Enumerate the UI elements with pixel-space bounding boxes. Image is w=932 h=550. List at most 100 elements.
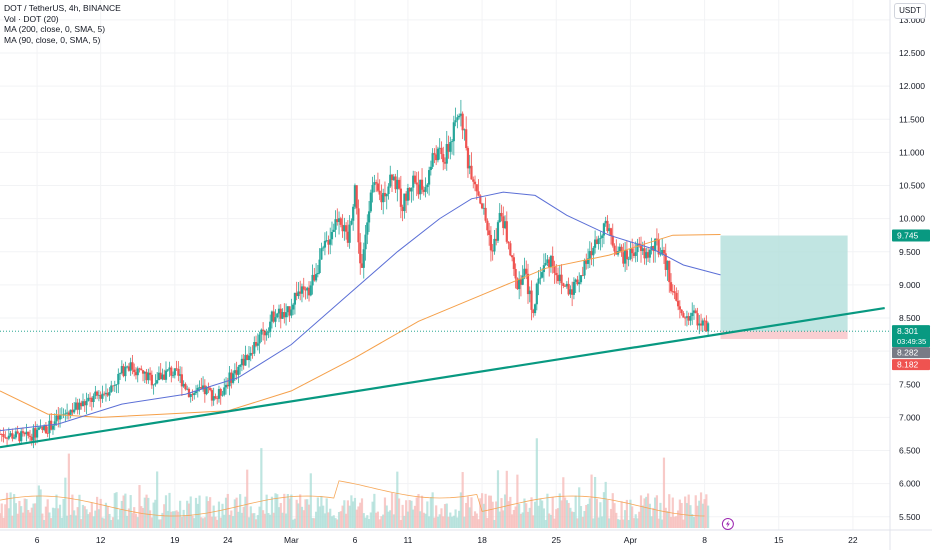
volume-bar: [88, 512, 92, 528]
candle-body: [129, 362, 132, 371]
volume-bar: [76, 507, 79, 528]
candle-body: [539, 277, 542, 279]
candle-body: [643, 248, 646, 259]
currency-button[interactable]: USDT: [894, 3, 926, 19]
volume-bar: [260, 448, 263, 528]
candle-body: [337, 218, 341, 223]
volume-bar: [168, 492, 171, 528]
volume-bar: [302, 510, 305, 528]
candle-body: [413, 175, 417, 183]
candle-body: [560, 274, 563, 284]
volume-bar: [196, 503, 199, 528]
volume-bar: [50, 518, 53, 528]
candle-body: [85, 400, 88, 406]
volume-bar: [126, 515, 129, 528]
candle-body: [295, 292, 298, 297]
candle-body: [341, 224, 344, 232]
volume-bar: [67, 453, 70, 528]
candle-body: [535, 283, 538, 305]
volume-bar: [578, 487, 581, 528]
volume-bar: [684, 496, 687, 528]
volume-bar: [254, 519, 258, 528]
volume-bar: [636, 518, 639, 528]
candle-body: [332, 229, 335, 232]
volume-bar: [18, 500, 21, 528]
volume-bar: [602, 492, 606, 528]
volume-bar: [505, 470, 508, 528]
candle-body: [422, 189, 425, 192]
volume-bar: [447, 516, 450, 528]
volume-legend-line[interactable]: Vol · DOT (20): [4, 13, 59, 24]
volume-bar: [309, 473, 312, 528]
volume-bar: [655, 495, 659, 528]
volume-bar: [141, 507, 145, 528]
candle-body: [383, 192, 387, 197]
candle-body: [150, 374, 153, 386]
volume-bar: [648, 503, 651, 528]
volume-bar: [329, 508, 332, 528]
volume-bar: [299, 494, 302, 528]
volume-bar: [703, 499, 706, 528]
volume-bar: [189, 496, 192, 528]
volume-bar: [288, 498, 291, 528]
candle-body: [470, 165, 473, 180]
volume-bar: [242, 506, 245, 528]
volume-bar: [618, 519, 621, 528]
volume-bar: [25, 499, 28, 528]
volume-bar: [231, 516, 235, 528]
volume-bar: [399, 519, 402, 528]
volume-bar: [103, 518, 106, 528]
trendline-group[interactable]: [0, 306, 890, 449]
candle-body: [484, 207, 487, 221]
volume-bar: [258, 506, 261, 528]
volume-bar: [512, 509, 515, 528]
candle-body: [696, 313, 699, 326]
volume-bar: [180, 516, 183, 528]
stop-zone: [720, 331, 848, 340]
volume-bar: [64, 477, 67, 528]
volume-bar: [147, 497, 150, 528]
candle-body: [48, 420, 51, 434]
volume-bar: [4, 504, 7, 528]
volume-bar: [108, 513, 111, 528]
candle-body: [456, 117, 459, 121]
candle-body: [553, 266, 556, 273]
candle-body: [307, 287, 311, 296]
candle-body: [624, 250, 627, 264]
volume-bar: [293, 518, 297, 528]
volume-bar: [581, 516, 584, 528]
target-price-tag-bg: [892, 229, 930, 242]
candle-body: [170, 367, 173, 376]
candle-body: [382, 192, 385, 203]
ma200-legend-line[interactable]: MA (200, close, 0, SMA, 5): [4, 24, 106, 34]
candle-body: [249, 352, 252, 356]
volume-bar: [156, 471, 159, 528]
volume-bar: [643, 498, 646, 528]
candle-body: [233, 370, 236, 374]
volume-bar: [401, 504, 404, 528]
candle-body: [480, 203, 484, 209]
volume-bar: [408, 500, 411, 528]
volume-bar: [20, 506, 23, 528]
candle-body: [450, 141, 454, 143]
candle-body: [134, 372, 138, 376]
volume-bar: [118, 509, 122, 528]
candle-body: [625, 250, 628, 260]
volume-bar: [284, 513, 288, 528]
candle-body: [4, 436, 7, 438]
volume-bar: [558, 493, 561, 528]
price-tick-label: 8.500: [899, 313, 921, 323]
target-price-tag: 9.745: [897, 231, 919, 241]
volume-bar: [548, 513, 551, 528]
candle-body: [569, 289, 572, 295]
current-price-tag-bg: [892, 325, 930, 348]
symbol-line[interactable]: DOT / TetherUS, 4h, BINANCE: [4, 3, 121, 13]
time-tick-label: 19: [170, 535, 180, 545]
candle-body: [465, 129, 468, 149]
volume-bar: [551, 496, 554, 528]
ma90-legend-line[interactable]: MA (90, close, 0, SMA, 5): [4, 34, 101, 45]
long-position-tool[interactable]: [720, 235, 848, 340]
candle-body: [69, 409, 72, 415]
